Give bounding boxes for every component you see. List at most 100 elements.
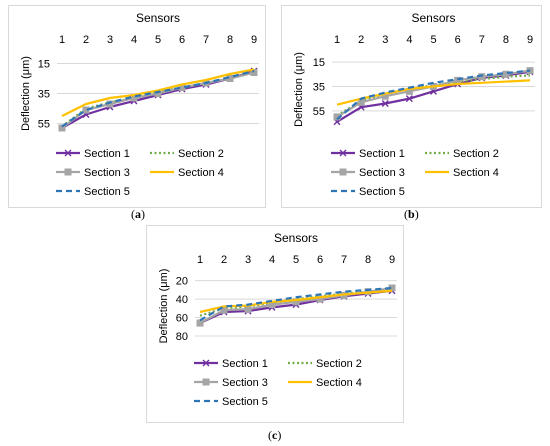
x-tick-label: 6 xyxy=(455,34,461,46)
x-tick-label: 2 xyxy=(358,34,364,46)
x-tick-label: 5 xyxy=(430,34,436,46)
data-point-marker xyxy=(502,70,510,78)
legend-item: Section 4 xyxy=(288,377,362,389)
subfigure-paren-close: ) xyxy=(277,428,282,442)
legend-item: Section 3 xyxy=(56,167,130,179)
data-point-marker xyxy=(58,124,66,132)
legend-label: Section 3 xyxy=(222,377,268,389)
legend-item: Section 2 xyxy=(150,148,224,160)
x-tick-label: 2 xyxy=(221,254,227,266)
subfigure-paren-close: ) xyxy=(414,207,419,221)
data-point-marker xyxy=(381,100,389,108)
chart-panel-a: 15 35 55 Deflection (μm) Sensors 1 2 3 4 5 6 7 8 9 Sec… xyxy=(8,5,266,208)
subfigure-label-b: (b) xyxy=(404,207,419,222)
marker-stroke xyxy=(405,95,413,103)
x-tick-label: 3 xyxy=(382,34,388,46)
legend-marker xyxy=(64,168,72,176)
legend-label: Section 5 xyxy=(84,186,130,198)
data-point-marker xyxy=(196,319,204,327)
subfigure-paren-open: ( xyxy=(131,207,135,221)
x-tick-label: 4 xyxy=(406,34,412,46)
subfigure-label-c: (c) xyxy=(268,428,281,443)
x-tick-label: 7 xyxy=(479,34,485,46)
legend-label: Section 1 xyxy=(84,148,130,160)
data-point-marker xyxy=(357,98,365,106)
y-tick-label: 40 xyxy=(176,294,188,306)
chart-title: Sensors xyxy=(136,11,180,25)
y-axis-title: Deflection (μm) xyxy=(20,56,32,131)
chart-svg-a: 15 35 55 Deflection (μm) Sensors 1 2 3 4 5 6 7 8 9 Sec… xyxy=(20,11,259,198)
x-tick-label: 4 xyxy=(269,254,275,266)
x-tick-label: 8 xyxy=(227,34,233,46)
series-line-5 xyxy=(336,69,531,121)
legend-marker xyxy=(339,149,347,157)
data-point-marker xyxy=(478,73,486,81)
legend-marker xyxy=(202,359,210,367)
x-tick-label: 5 xyxy=(155,34,161,46)
legend-item: Section 4 xyxy=(150,167,224,179)
x-tick-label: 9 xyxy=(389,254,395,266)
data-point-marker xyxy=(268,301,276,309)
x-tick-label: 7 xyxy=(203,34,209,46)
y-axis-title: Deflection (μm) xyxy=(158,269,170,344)
x-tick-label: 3 xyxy=(245,254,251,266)
legend-item: Section 3 xyxy=(194,377,268,389)
series-line-5 xyxy=(61,69,255,128)
legend-marker xyxy=(339,168,347,176)
data-point-marker xyxy=(292,298,300,306)
legend-label: Section 2 xyxy=(178,148,224,160)
x-tick-label: 1 xyxy=(334,34,340,46)
y-tick-label: 55 xyxy=(313,106,325,118)
y-tick-label: 15 xyxy=(313,57,325,69)
data-point-marker xyxy=(454,76,462,84)
legend-label: Section 5 xyxy=(222,396,268,408)
data-point-marker xyxy=(220,306,228,314)
chart-panel-c: 20 40 60 80 Deflection (μm) Sensors 1 2 3 4 5 6 7 8 9 S… xyxy=(146,225,404,423)
x-tick-label: 6 xyxy=(179,34,185,46)
y-tick-label: 80 xyxy=(176,331,188,343)
y-tick-label: 20 xyxy=(176,276,188,288)
x-tick-label: 8 xyxy=(503,34,509,46)
subfigure-letter: c xyxy=(272,428,278,442)
legend-label: Section 1 xyxy=(359,148,405,160)
series-line-2 xyxy=(336,74,531,117)
data-point-marker xyxy=(244,305,252,313)
data-point-marker xyxy=(226,75,234,82)
y-tick-label: 60 xyxy=(176,313,188,325)
series-line-3 xyxy=(336,69,531,118)
chart-svg-c: 20 40 60 80 Deflection (μm) Sensors 1 2 3 4 5 6 7 8 9 S… xyxy=(158,231,397,408)
legend-item: Section 5 xyxy=(331,186,405,198)
legend-item: Section 1 xyxy=(331,148,405,160)
data-point-marker xyxy=(250,69,258,76)
data-point-marker xyxy=(333,113,341,121)
subfigure-paren-open: ( xyxy=(268,428,272,442)
legend-label: Section 4 xyxy=(453,167,499,179)
data-point-marker xyxy=(106,100,114,108)
data-point-marker xyxy=(130,94,138,102)
legend-label: Section 2 xyxy=(453,148,499,160)
y-tick-label: 35 xyxy=(313,81,325,93)
subfigure-letter: a xyxy=(135,207,141,221)
legend-item: Section 3 xyxy=(331,167,405,179)
chart-title: Sensors xyxy=(411,11,455,25)
x-tick-label: 6 xyxy=(317,254,323,266)
marker-stroke xyxy=(381,100,389,108)
legend-marker xyxy=(64,149,72,157)
x-tick-label: 1 xyxy=(197,254,203,266)
legend-item: Section 5 xyxy=(56,186,130,198)
chart-svg-b: 15 35 55 Deflection (μm) Sensors 1 2 3 4 5 6 7 8 9 Sec… xyxy=(293,11,535,198)
chart-panel-b: 15 35 55 Deflection (μm) Sensors 1 2 3 4 5 6 7 8 9 Sec… xyxy=(281,5,542,208)
legend-item: Section 2 xyxy=(288,358,362,370)
x-tick-label: 8 xyxy=(365,254,371,266)
data-point-marker xyxy=(405,87,413,95)
x-tick-label: 5 xyxy=(293,254,299,266)
legend-label: Section 3 xyxy=(359,167,405,179)
y-tick-label: 15 xyxy=(38,59,50,71)
subfigure-paren-close: ) xyxy=(141,207,145,221)
x-tick-label: 1 xyxy=(59,34,65,46)
y-tick-label: 35 xyxy=(38,89,50,101)
y-tick-label: 55 xyxy=(38,119,50,131)
legend-item: Section 1 xyxy=(56,148,130,160)
legend-label: Section 4 xyxy=(316,377,362,389)
legend-label: Section 4 xyxy=(178,167,224,179)
